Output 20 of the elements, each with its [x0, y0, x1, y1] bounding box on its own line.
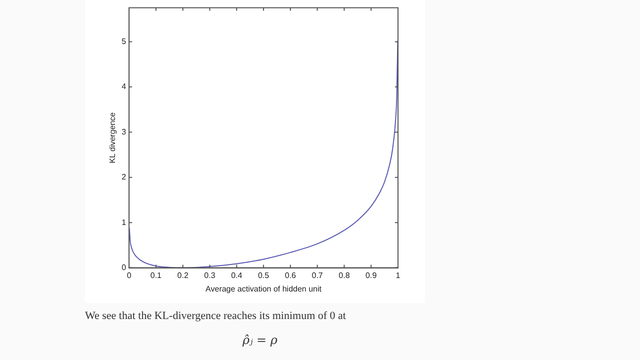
x-tick-label: 0.2: [177, 270, 189, 280]
y-tick-label: 1: [122, 218, 127, 227]
x-tick-label: 1: [396, 270, 401, 280]
x-tick-label: 0.1: [150, 270, 162, 280]
x-tick-label: 0.4: [231, 270, 243, 280]
y-tick-label: 4: [122, 82, 127, 92]
x-axis-title: Average activation of hidden unit: [206, 284, 322, 294]
text: We see that the KL-divergence reaches its minimum of 0 at: [85, 310, 346, 322]
x-tick-label: 0.7: [312, 270, 324, 280]
x-tick-label: 0.6: [284, 270, 297, 280]
y-tick-label: 5: [122, 36, 127, 46]
y-tick-label: 2: [122, 172, 127, 182]
y-tick-label: 0: [122, 263, 127, 272]
y-axis-title: KL divergence: [108, 112, 118, 164]
x-tick-label: 0.9: [366, 270, 378, 280]
x-tick-label: 0.8: [338, 270, 350, 280]
x-tick-label: 0.5: [258, 270, 270, 280]
x-tick-label: 0.3: [204, 270, 216, 280]
text: ρ̂ⱼ = ρ: [242, 333, 278, 347]
y-tick-label: 3: [122, 127, 127, 136]
